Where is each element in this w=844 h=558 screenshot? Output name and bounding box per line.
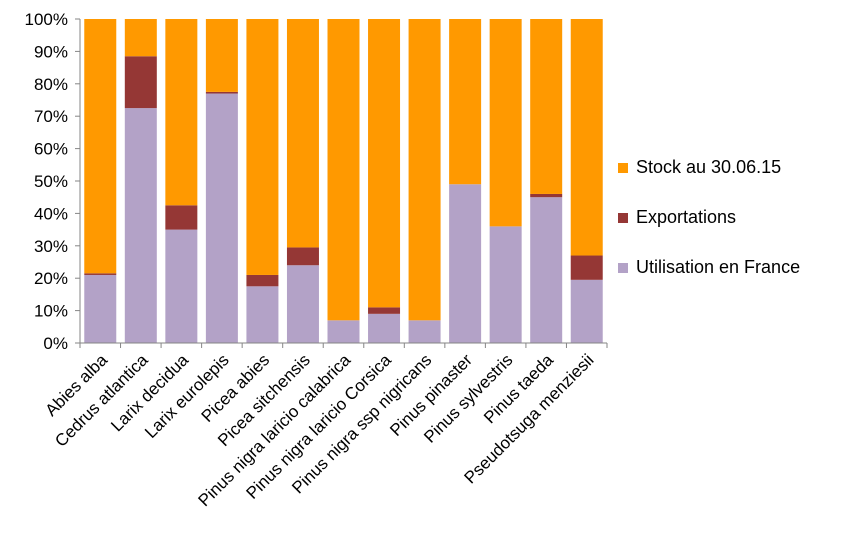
bar-utilisation-en-france-pseudotsuga-menziesii (570, 279, 603, 343)
bar-utilisation-en-france-pinus-nigra-laricio-corsica (368, 313, 401, 343)
bar-utilisation-en-france-pinus-pinaster (449, 184, 482, 343)
bar-utilisation-en-france-pinus-nigra-laricio-calabrica (327, 320, 360, 343)
bar-exportations-abies-alba (84, 273, 117, 275)
bar-stock-au-30-06-15-picea-abies (246, 19, 279, 275)
bar-exportations-pinus-nigra-laricio-corsica (368, 307, 401, 314)
bar-stock-au-30-06-15-pinus-nigra-laricio-corsica (368, 19, 401, 308)
y-tick-label: 80% (34, 75, 68, 94)
legend-label-exportations: Exportations (636, 207, 736, 227)
y-tick-label: 20% (34, 269, 68, 288)
bar-stock-au-30-06-15-pinus-taeda (530, 19, 563, 194)
y-tick-label: 0% (43, 334, 68, 353)
y-tick-label: 90% (34, 42, 68, 61)
bar-utilisation-en-france-larix-decidua (165, 229, 198, 343)
bar-stock-au-30-06-15-pinus-sylvestris (489, 19, 522, 227)
bar-stock-au-30-06-15-pinus-pinaster (449, 19, 482, 185)
y-tick-label: 30% (34, 237, 68, 256)
bar-stock-au-30-06-15-larix-eurolepis (205, 19, 238, 92)
y-tick-label: 70% (34, 107, 68, 126)
bar-utilisation-en-france-picea-sitchensis (286, 265, 319, 343)
bar-exportations-picea-abies (246, 274, 279, 287)
bar-utilisation-en-france-pinus-nigra-ssp-nigricans (408, 320, 441, 343)
bar-exportations-picea-sitchensis (286, 247, 319, 266)
bar-stock-au-30-06-15-pseudotsuga-menziesii (570, 19, 603, 256)
y-tick-label: 10% (34, 302, 68, 321)
y-axis-ticks: 0% 10% 20% 30% 40% 50% 60% 70% 80% 90% 100% (25, 10, 80, 353)
legend-swatch-stock-au-30-06-15 (618, 163, 628, 173)
bar-utilisation-en-france-abies-alba (84, 274, 117, 343)
y-tick-label: 50% (34, 172, 68, 191)
bar-utilisation-en-france-larix-eurolepis (205, 93, 238, 344)
bar-exportations-larix-eurolepis (205, 91, 238, 94)
bar-utilisation-en-france-cedrus-atlantica (124, 108, 157, 343)
bar-exportations-cedrus-atlantica (124, 56, 157, 109)
bar-segments (84, 19, 603, 344)
y-tick-label: 100% (25, 10, 68, 29)
bar-exportations-pseudotsuga-menziesii (570, 255, 603, 280)
bar-stock-au-30-06-15-pinus-nigra-laricio-calabrica (327, 19, 360, 321)
y-tick-label: 40% (34, 204, 68, 223)
bar-stock-au-30-06-15-cedrus-atlantica (124, 19, 157, 57)
legend: Stock au 30.06.15 Exportations Utilisation… (618, 157, 800, 277)
bar-exportations-pinus-taeda (530, 193, 563, 198)
bar-stock-au-30-06-15-larix-decidua (165, 19, 198, 206)
bar-exportations-larix-decidua (165, 205, 198, 230)
bar-utilisation-en-france-pinus-taeda (530, 197, 563, 343)
legend-label-utilisation-en-france: Utilisation en France (636, 257, 800, 277)
bar-utilisation-en-france-picea-abies (246, 286, 279, 343)
bar-stock-au-30-06-15-picea-sitchensis (286, 19, 319, 248)
y-tick-label: 60% (34, 140, 68, 159)
bar-stock-au-30-06-15-abies-alba (84, 19, 117, 274)
bar-stock-au-30-06-15-pinus-nigra-ssp-nigricans (408, 19, 441, 321)
legend-swatch-utilisation-en-france (618, 263, 628, 273)
legend-swatch-exportations (618, 213, 628, 223)
legend-label-stock-au-30-06-15: Stock au 30.06.15 (636, 157, 781, 177)
bar-utilisation-en-france-pinus-sylvestris (489, 226, 522, 343)
